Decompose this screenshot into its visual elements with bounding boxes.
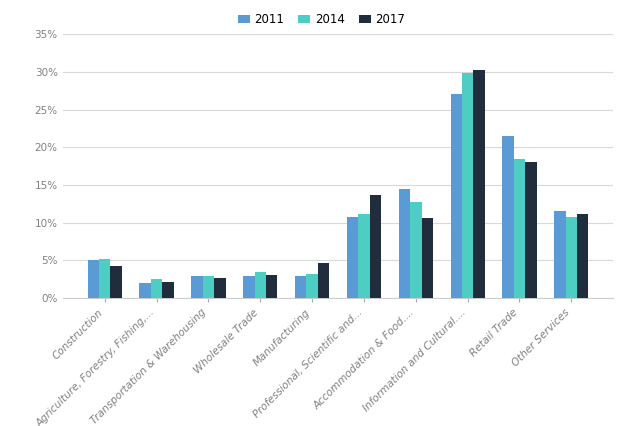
Bar bbox=[306, 274, 318, 298]
Bar bbox=[525, 162, 536, 298]
Bar bbox=[347, 217, 358, 298]
Bar bbox=[318, 264, 329, 298]
Bar bbox=[503, 136, 514, 298]
Bar bbox=[255, 272, 266, 298]
Bar bbox=[266, 275, 277, 298]
Bar bbox=[462, 73, 473, 298]
Bar bbox=[358, 214, 370, 298]
Bar bbox=[421, 218, 433, 298]
Bar bbox=[370, 195, 381, 298]
Bar bbox=[162, 282, 173, 298]
Bar bbox=[566, 217, 577, 298]
Bar bbox=[151, 279, 162, 298]
Bar bbox=[214, 278, 225, 298]
Bar bbox=[399, 189, 410, 298]
Legend: 2011, 2014, 2017: 2011, 2014, 2017 bbox=[233, 8, 410, 31]
Bar bbox=[410, 201, 421, 298]
Bar bbox=[295, 276, 306, 298]
Bar bbox=[140, 283, 151, 298]
Bar bbox=[88, 260, 99, 298]
Bar bbox=[99, 259, 110, 298]
Bar bbox=[473, 69, 485, 298]
Bar bbox=[554, 211, 566, 298]
Bar bbox=[451, 95, 462, 298]
Bar bbox=[577, 214, 588, 298]
Bar bbox=[110, 266, 122, 298]
Bar bbox=[243, 276, 255, 298]
Bar bbox=[192, 276, 203, 298]
Bar bbox=[203, 276, 214, 298]
Bar bbox=[514, 158, 525, 298]
